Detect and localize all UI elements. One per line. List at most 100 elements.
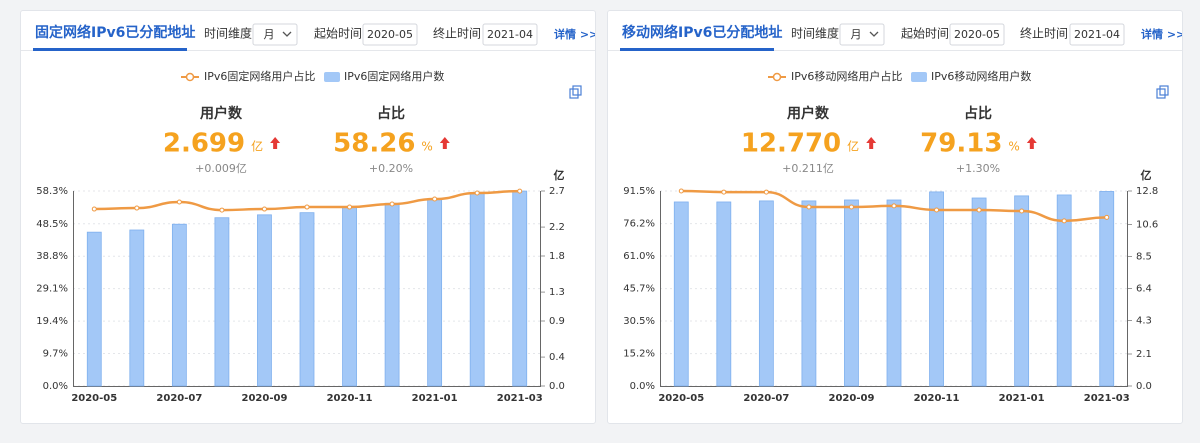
bar [427, 198, 443, 387]
line-point [261, 206, 267, 212]
panel-title[interactable]: 固定网络IPv6已分配地址 [35, 24, 195, 41]
line-point [91, 206, 97, 212]
stat-value: 79.13 [920, 129, 1002, 159]
end-date-input[interactable] [1069, 23, 1125, 46]
bar [469, 192, 485, 387]
control-label: 起始时间 [901, 27, 949, 41]
end-date-input-value[interactable]: 2021-04 [487, 28, 533, 41]
panel: 固定网络IPv6已分配地址 时间维度月 起始时间 2020-05 终止时间 2021-04… [20, 10, 598, 424]
line-point [1061, 218, 1067, 224]
stat-change: +0.009亿 [195, 162, 247, 175]
legend-label[interactable]: IPv6固定网络用户占比 [204, 69, 315, 83]
y-tick-label: 58.3% [36, 186, 68, 197]
bar [929, 191, 944, 387]
panel: 移动网络IPv6已分配地址 时间维度月 起始时间 2020-05 终止时间 2021-04… [607, 10, 1185, 424]
bar [673, 201, 689, 387]
start-date-input-value[interactable]: 2020-05 [954, 28, 1000, 41]
y2-tick-label: 0.0 [549, 381, 565, 392]
y-tick-label: 19.4% [36, 316, 68, 327]
y-tick-label: 76.2% [623, 219, 655, 230]
x-tick-label: 2021-03 [497, 393, 543, 404]
legend-label[interactable]: IPv6固定网络用户数 [344, 69, 444, 83]
y-tick-label: 61.0% [623, 251, 655, 262]
line-point [806, 204, 812, 210]
start-date-input[interactable] [362, 23, 418, 46]
bar [886, 199, 902, 387]
dimension-select-value[interactable]: 月 [851, 28, 862, 41]
y-tick-label: 48.5% [36, 219, 68, 230]
stat-change: +1.30% [956, 162, 1000, 175]
end-date-input[interactable] [482, 23, 538, 46]
y-tick-label: 15.2% [623, 349, 655, 360]
x-tick-label: 2021-01 [412, 393, 458, 404]
line-point [891, 203, 897, 209]
x-tick-label: 2021-03 [1084, 393, 1130, 404]
end-date-input-value[interactable]: 2021-04 [1074, 28, 1120, 41]
legend-label[interactable]: IPv6移动网络用户占比 [791, 69, 902, 83]
x-tick-label: 2020-09 [242, 393, 288, 404]
line-point [934, 207, 940, 213]
legend-label[interactable]: IPv6移动网络用户数 [931, 69, 1031, 83]
y-tick-label: 29.1% [36, 284, 68, 295]
dimension-select-value[interactable]: 月 [264, 28, 275, 41]
bar [844, 199, 859, 387]
y-tick-label: 30.5% [623, 316, 655, 327]
start-date-input-value[interactable]: 2020-05 [367, 28, 413, 41]
bar [971, 197, 987, 387]
stat-label: 占比 [377, 105, 405, 122]
y-tick-label: 38.8% [36, 251, 68, 262]
dimension-select[interactable] [252, 23, 298, 46]
line-point [848, 204, 854, 210]
y2-tick-label: 10.6 [1136, 220, 1158, 231]
bar [342, 206, 357, 387]
x-tick-label: 2020-09 [829, 393, 875, 404]
copy-icon[interactable] [1156, 88, 1166, 99]
line-point [1104, 214, 1110, 220]
x-tick-label: 2020-05 [658, 393, 704, 404]
line-point [389, 201, 395, 207]
bar [1099, 191, 1115, 387]
y-tick-label: 9.7% [43, 349, 68, 360]
bar [758, 200, 774, 387]
y-tick-label: 91.5% [623, 186, 655, 197]
line-point [347, 204, 353, 210]
stat-label: 占比 [964, 105, 992, 122]
dimension-select[interactable] [839, 23, 885, 46]
x-tick-label: 2020-07 [156, 393, 202, 404]
stat-change: +0.211亿 [782, 162, 834, 175]
bar [716, 201, 732, 387]
details-link[interactable]: 详情 >> [554, 27, 598, 41]
panel-title[interactable]: 移动网络IPv6已分配地址 [622, 24, 782, 41]
line-point [721, 189, 727, 195]
y2-tick-label: 12.8 [1136, 186, 1158, 197]
line-point [1019, 208, 1025, 214]
line-point [134, 205, 140, 211]
legend-bar-swatch [324, 72, 340, 82]
bar [257, 214, 272, 387]
details-link[interactable]: 详情 >> [1141, 27, 1185, 41]
y2-unit: 亿 [554, 168, 565, 182]
x-tick-label: 2020-11 [327, 393, 373, 404]
stat-value: 12.770 [741, 129, 841, 159]
line-point [678, 188, 684, 194]
control-label: 时间维度 [204, 26, 252, 41]
stat-value: 58.26 [333, 129, 415, 159]
y2-tick-label: 0.9 [549, 316, 565, 327]
stat-unit: 亿 [847, 139, 859, 154]
copy-icon[interactable] [569, 88, 579, 99]
bar [171, 223, 187, 387]
select-chevron [282, 31, 292, 37]
y2-tick-label: 8.5 [1136, 252, 1152, 263]
line-point [763, 189, 769, 195]
bar [129, 229, 145, 387]
line-point [176, 199, 182, 205]
start-date-input[interactable] [949, 23, 1005, 46]
legend-line-marker [772, 72, 782, 82]
control-label: 终止时间 [433, 26, 481, 41]
control-label: 时间维度 [791, 26, 839, 41]
x-tick-label: 2020-07 [743, 393, 789, 404]
stat-label: 用户数 [787, 105, 830, 122]
panel-canvas: 固定网络IPv6已分配地址 时间维度月 起始时间 2020-05 终止时间 2021-04… [21, 23, 598, 404]
y2-tick-label: 0.0 [1136, 381, 1152, 392]
